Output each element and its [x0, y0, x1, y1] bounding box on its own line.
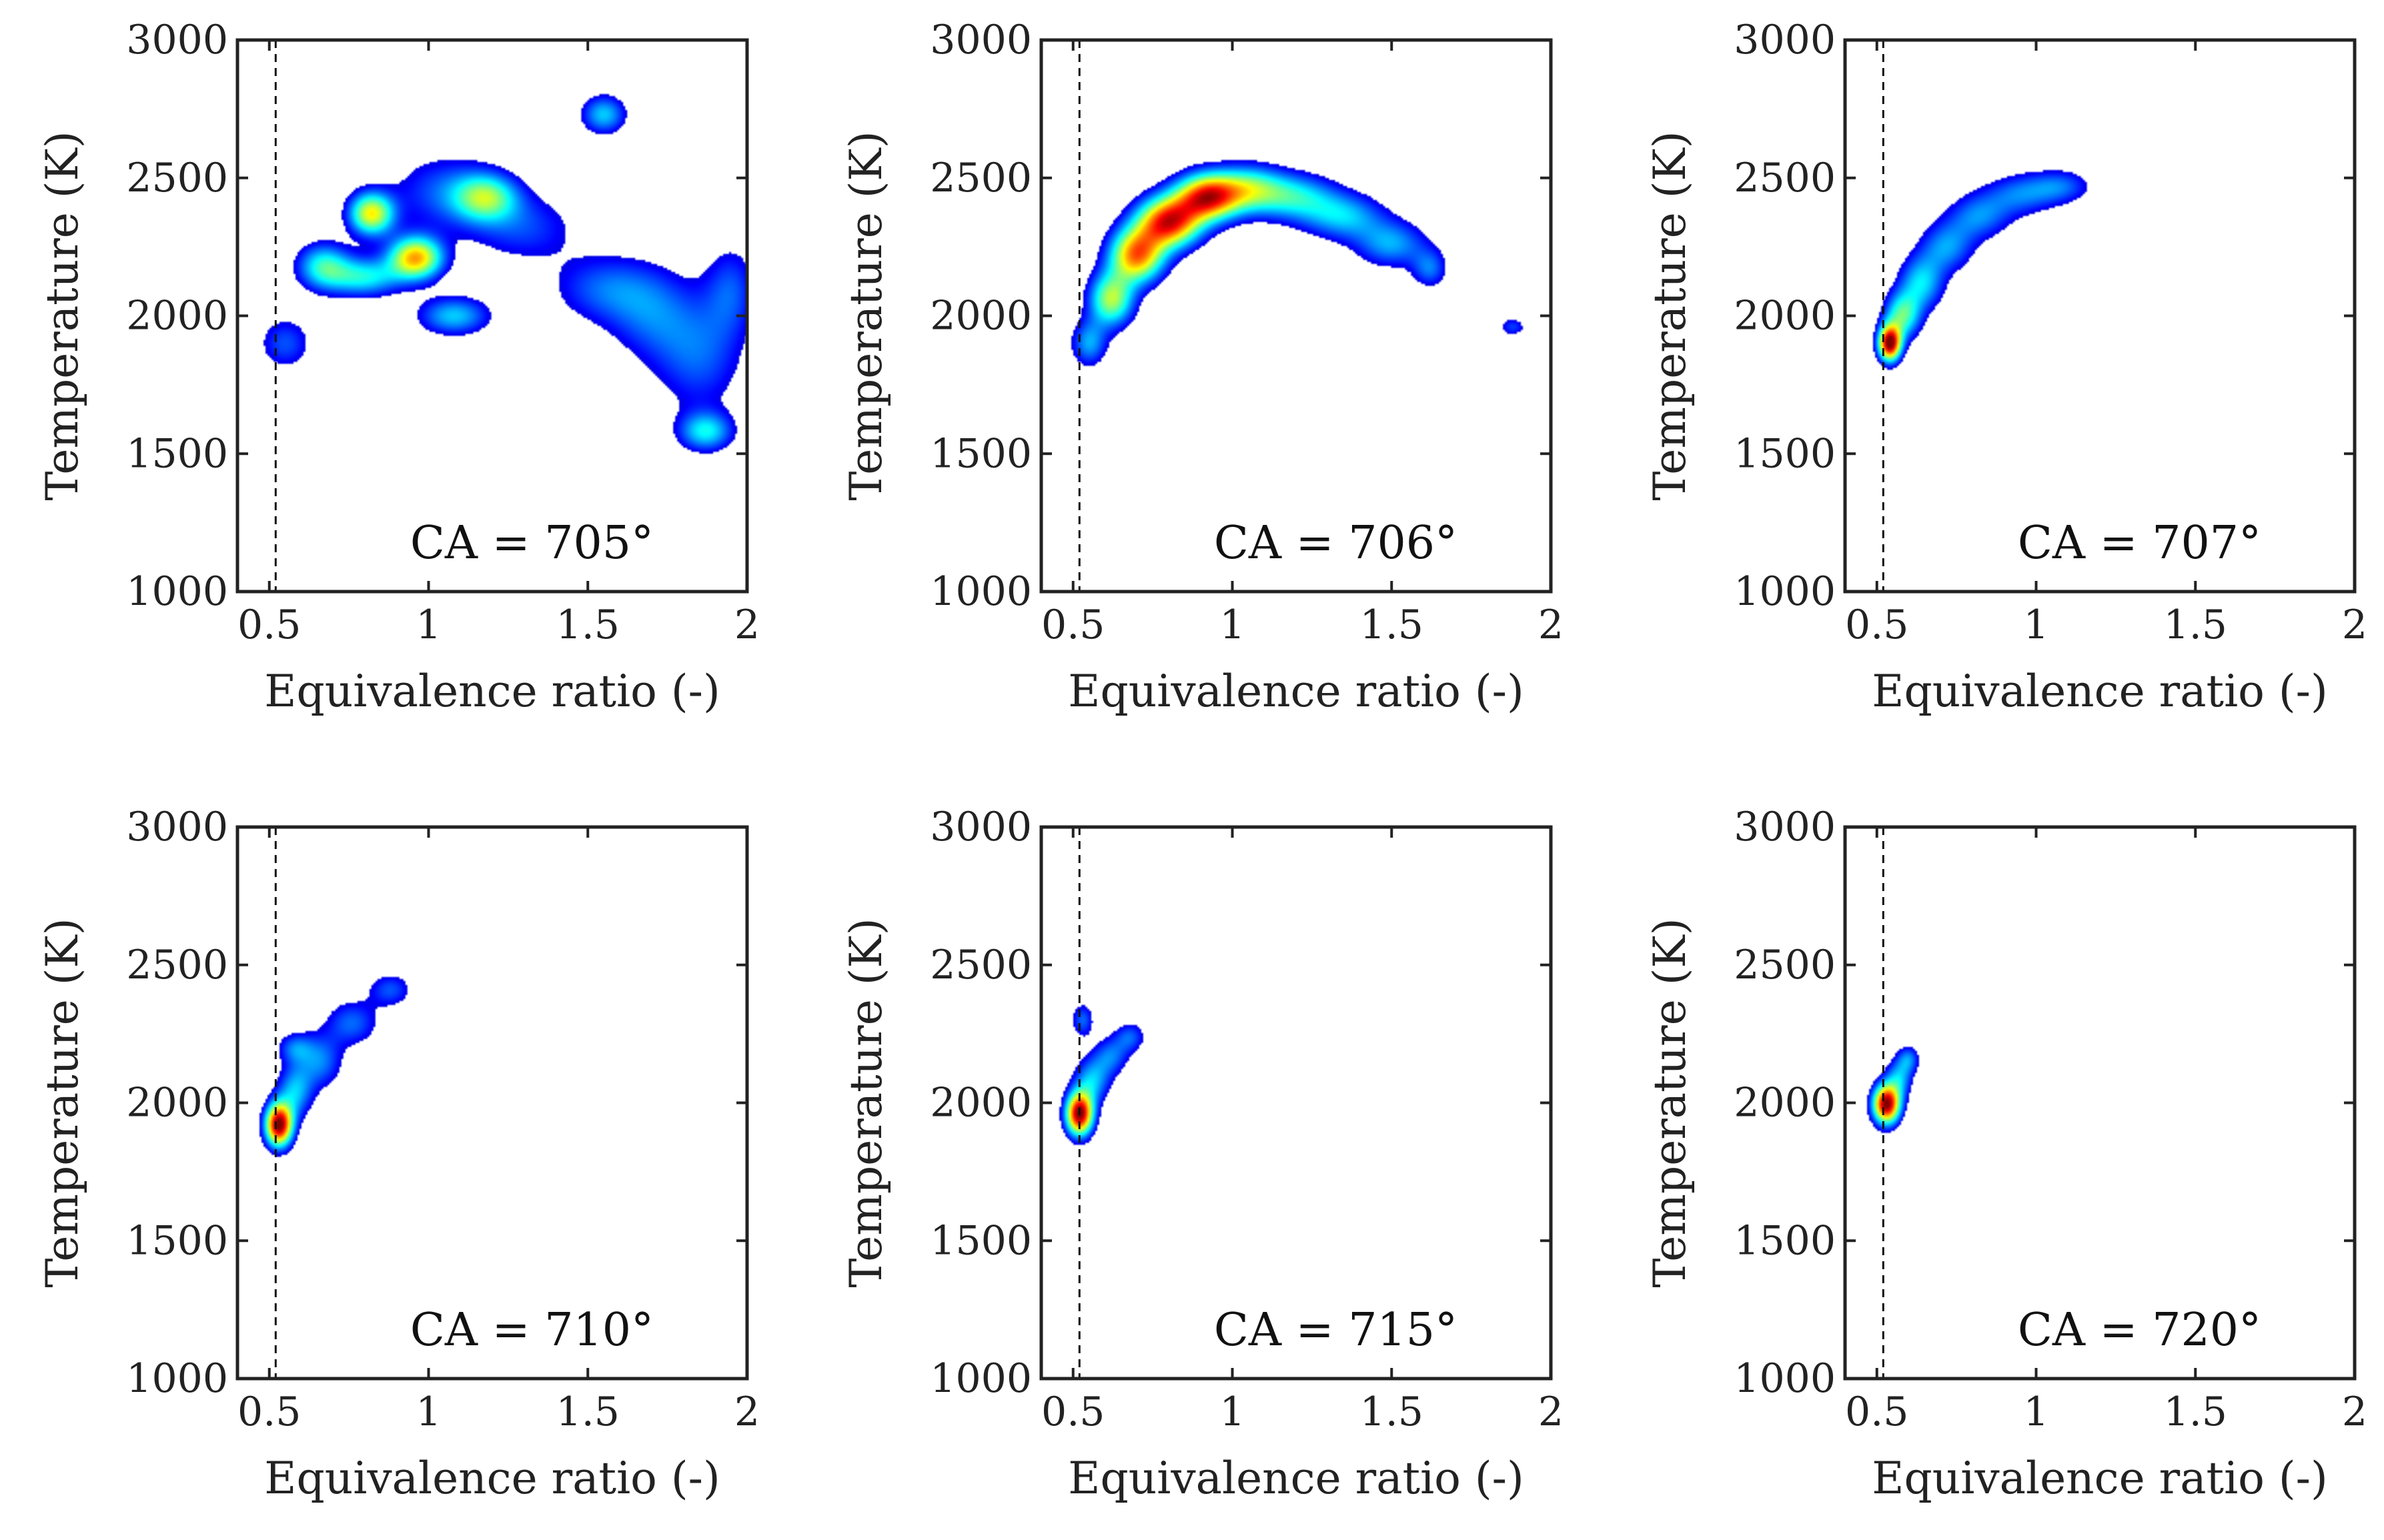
y-tick-label: 2000: [126, 1080, 228, 1126]
x-tick-label: 1.5: [556, 1389, 620, 1435]
x-tick-label: 0.5: [237, 602, 301, 648]
crank-angle-label: CA = 710°: [410, 1304, 654, 1357]
x-axis-label: Equivalence ratio (-): [1068, 666, 1524, 717]
y-axis-label: Temperature (K): [840, 131, 892, 500]
density-field: [1041, 40, 1551, 592]
x-axis-label: Equivalence ratio (-): [1872, 666, 2327, 717]
y-tick-label: 2000: [1734, 1080, 1836, 1126]
x-axis-label: Equivalence ratio (-): [264, 1453, 720, 1504]
y-axis-label: Temperature (K): [1644, 131, 1696, 500]
density-field: [1041, 827, 1551, 1379]
x-tick-label: 0.5: [1041, 1389, 1105, 1435]
x-tick-label: 0.5: [1845, 602, 1908, 648]
x-tick-label: 0.5: [1845, 1389, 1908, 1435]
x-tick-label: 1.5: [1360, 1389, 1423, 1435]
y-tick-label: 1000: [126, 1355, 228, 1402]
y-tick-label: 3000: [1734, 17, 1836, 63]
y-tick-label: 1500: [1734, 430, 1836, 477]
y-tick-label: 1500: [930, 1217, 1032, 1264]
x-tick-label: 0.5: [1041, 602, 1105, 648]
crank-angle-label: CA = 707°: [2018, 517, 2261, 570]
panel-4: 1000 1500 2000 2500 3000 0.5 1 1.5 2 Equivalence …: [37, 804, 760, 1504]
y-axis-label: Temperature (K): [37, 918, 88, 1287]
panel-1: 1000 1500 2000 2500 3000 0.5 1 1.5 2 Equivalence …: [37, 17, 760, 717]
x-tick-label: 2: [1538, 602, 1564, 648]
y-tick-label: 1000: [1734, 1355, 1836, 1402]
panel-3: 1000 1500 2000 2500 3000 0.5 1 1.5 2 Equivalence …: [1644, 17, 2367, 717]
density-field: [1845, 40, 2355, 592]
panel-5: 1000 1500 2000 2500 3000 0.5 1 1.5 2 Equivalence …: [840, 804, 1564, 1504]
density-field: [237, 40, 747, 592]
y-tick-label: 1000: [1734, 568, 1836, 615]
crank-angle-label: CA = 720°: [2018, 1304, 2261, 1357]
x-tick-label: 1.5: [556, 602, 620, 648]
y-tick-label: 1500: [1734, 1217, 1836, 1264]
x-tick-label: 1.5: [2164, 1389, 2227, 1435]
panels: 1000 1500 2000 2500 3000 0.5 1 1.5 2 Equivalence …: [37, 17, 2367, 1504]
x-tick-label: 1: [416, 602, 441, 648]
y-tick-label: 2000: [930, 1080, 1032, 1126]
y-tick-label: 1000: [930, 568, 1032, 615]
y-tick-label: 1500: [126, 1217, 228, 1264]
density-field: [1845, 827, 2355, 1379]
x-tick-label: 1: [2023, 1389, 2048, 1435]
x-tick-label: 2: [1538, 1389, 1564, 1435]
x-tick-label: 0.5: [237, 1389, 301, 1435]
y-tick-label: 2000: [126, 293, 228, 339]
density-field: [237, 827, 747, 1379]
y-tick-label: 2500: [930, 942, 1032, 988]
y-tick-label: 3000: [930, 804, 1032, 850]
y-tick-label: 1000: [930, 1355, 1032, 1402]
x-tick-label: 2: [2342, 1389, 2367, 1435]
x-tick-label: 1: [1219, 1389, 1245, 1435]
y-axis-label: Temperature (K): [1644, 918, 1696, 1287]
y-tick-label: 2500: [930, 155, 1032, 201]
panel-2: 1000 1500 2000 2500 3000 0.5 1 1.5 2 Equivalence …: [840, 17, 1564, 717]
x-tick-label: 1: [2023, 602, 2048, 648]
y-tick-label: 3000: [126, 17, 228, 63]
y-tick-label: 1500: [126, 430, 228, 477]
x-tick-label: 1: [1219, 602, 1245, 648]
x-tick-label: 1.5: [1360, 602, 1423, 648]
y-tick-label: 1500: [930, 430, 1032, 477]
x-axis-label: Equivalence ratio (-): [1872, 1453, 2327, 1504]
panel-6: 1000 1500 2000 2500 3000 0.5 1 1.5 2 Equivalence …: [1644, 804, 2367, 1504]
x-tick-label: 2: [2342, 602, 2367, 648]
y-tick-label: 2500: [126, 942, 228, 988]
y-tick-label: 3000: [930, 17, 1032, 63]
y-tick-label: 2500: [1734, 155, 1836, 201]
crank-angle-label: CA = 705°: [410, 517, 654, 570]
x-axis-label: Equivalence ratio (-): [264, 666, 720, 717]
x-tick-label: 1.5: [2164, 602, 2227, 648]
crank-angle-label: CA = 706°: [1214, 517, 1457, 570]
y-tick-label: 3000: [1734, 804, 1836, 850]
crank-angle-label: CA = 715°: [1214, 1304, 1457, 1357]
x-tick-label: 2: [734, 1389, 760, 1435]
y-tick-label: 2000: [930, 293, 1032, 339]
x-tick-label: 2: [734, 602, 760, 648]
y-axis-label: Temperature (K): [37, 131, 88, 500]
y-tick-label: 2500: [126, 155, 228, 201]
x-axis-label: Equivalence ratio (-): [1068, 1453, 1524, 1504]
x-tick-label: 1: [416, 1389, 441, 1435]
y-tick-label: 3000: [126, 804, 228, 850]
y-axis-label: Temperature (K): [840, 918, 892, 1287]
y-tick-label: 1000: [126, 568, 228, 615]
y-tick-label: 2500: [1734, 942, 1836, 988]
y-tick-label: 2000: [1734, 293, 1836, 339]
